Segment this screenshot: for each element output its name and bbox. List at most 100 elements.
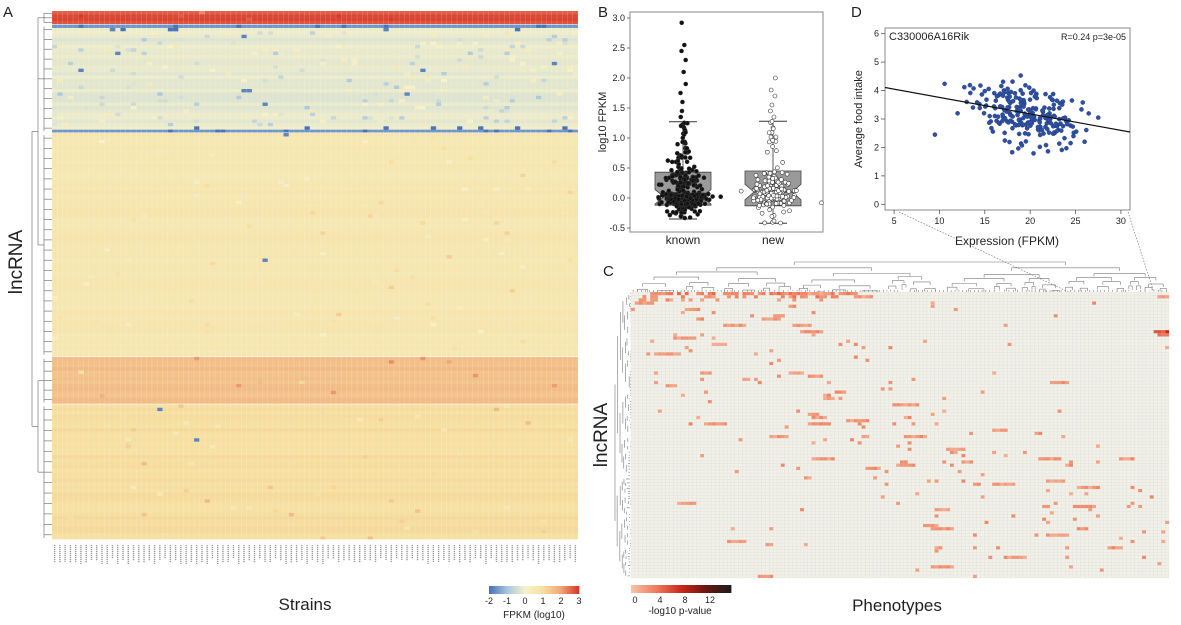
b-point [659,182,664,188]
colorbar-a-swatch [574,586,577,594]
b-point [781,209,786,215]
c-cell [857,441,862,445]
heatmap-a-cell [483,238,489,242]
c-cell [903,435,908,439]
c-cell [850,438,854,442]
panel-label-a: A [3,4,13,21]
c-cell [992,428,997,432]
c-cell [688,298,693,302]
heatmap-a-cell [78,85,84,90]
heatmap-a-cell [509,289,516,293]
heatmap-a-cell [530,78,537,83]
b-point [668,192,674,198]
heatmap-a-cell [172,431,179,436]
colorbar-c-swatch [679,585,682,593]
c-cell [942,409,947,413]
colorbar-a-swatch [511,586,514,594]
c-cell [1003,482,1008,486]
heatmap-a-cell [504,105,510,110]
heatmap-a-cell [462,65,468,69]
c-cell [769,574,774,578]
heatmap-a-row [52,160,578,164]
heatmap-a-cell [172,44,179,49]
b-point [757,203,762,208]
b-point [780,160,785,165]
heatmap-a-row [52,482,578,487]
heatmap-a-cell [383,82,389,86]
c-cell [723,342,728,347]
heatmap-a-cell [488,109,495,114]
b-point [685,180,691,186]
heatmap-a-cell [525,48,531,52]
b-point [704,196,709,202]
d-point [1028,90,1034,96]
c-cell [1011,482,1016,486]
c-cell [673,336,678,340]
c-cell [1046,479,1050,483]
c-cell [938,508,943,512]
b-point [695,201,701,206]
heatmap-a-row [52,489,578,493]
c-cell [850,419,854,423]
d-ytick-label: 2 [874,142,879,152]
c-cell [1080,504,1085,509]
b-point [764,188,770,193]
c-cell [1042,517,1047,521]
c-cell [680,295,685,299]
heatmap-a-cell [567,190,573,195]
c-cell [1065,463,1070,467]
c-cell [1049,479,1054,483]
heatmap-a-row [52,166,578,171]
d-point [1051,131,1056,137]
heatmap-a-cell [120,414,126,419]
c-cell [807,323,812,327]
colorbar-a-swatch [567,586,569,594]
c-cell [819,422,824,426]
c-cell [807,374,812,378]
colorbar-a-swatch [522,586,524,594]
heatmap-a-cell [414,105,421,110]
d-point [1000,79,1006,85]
heatmap-a-row [52,465,578,470]
heatmap-a-cell [246,224,253,229]
c-cell [657,292,662,296]
heatmap-a-cell [572,122,579,127]
heatmap-a-cell [288,119,295,124]
b-point [738,188,744,194]
c-cell [934,479,939,483]
b-point [705,191,711,197]
heatmap-a-cell [514,126,521,130]
heatmap-a-cell [383,27,389,32]
c-cell [761,292,766,296]
b-point [663,175,669,181]
b-point [683,155,688,160]
heatmap-a-cell [99,102,105,107]
heatmap-a-cell [378,119,384,124]
heatmap-a-cell [204,499,210,503]
heatmap-a-cell [141,512,147,517]
heatmap-a-cell [567,438,573,442]
c-cell [723,323,728,327]
heatmap-a-row [52,41,578,46]
heatmap-a-row [52,431,578,436]
c-cell [969,460,974,464]
c-cell [1092,485,1096,490]
colorbar-c-swatch [662,585,665,593]
c-cell [1165,330,1169,334]
c-cell [819,295,824,299]
heatmap-a-row [52,339,578,344]
colorbar-c-swatch [657,585,660,593]
heatmap-a-cell [209,478,216,483]
c-cell [976,482,981,486]
heatmap-a-cell [467,51,473,56]
c-cell [1034,431,1039,435]
heatmap-a-cell [167,27,174,32]
heatmap-a-row [52,105,578,110]
c-cell [673,352,678,356]
heatmap-a-cell [341,24,347,29]
c-cell [803,543,808,547]
b-outlier [682,42,687,48]
heatmap-a-cell [504,31,510,36]
heatmap-a-row [52,122,578,127]
d-point [1026,131,1031,137]
